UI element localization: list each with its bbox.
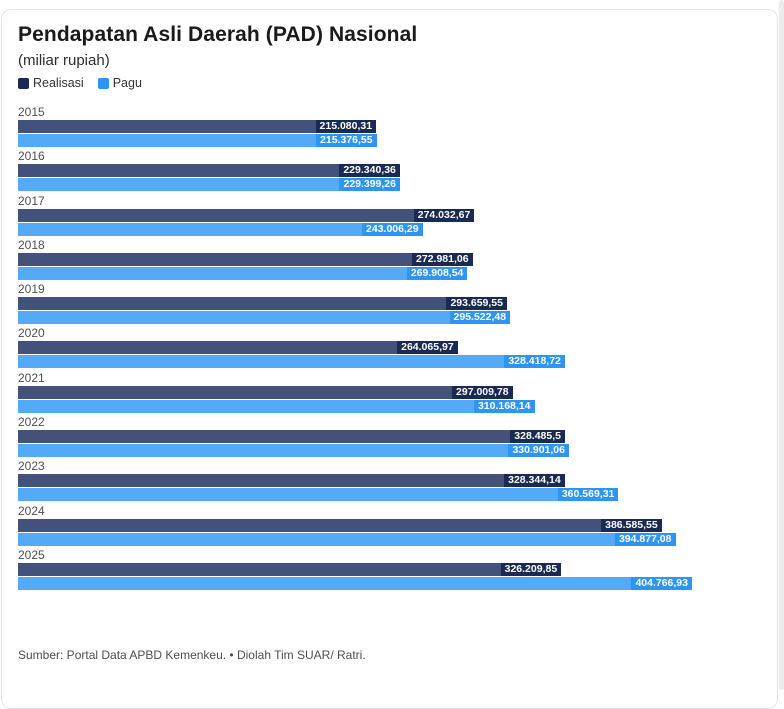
year-label: 2016	[18, 149, 45, 164]
year-group-2024: 2024 386.585,55 394.877,08	[18, 505, 692, 546]
year-label: 2018	[18, 237, 45, 252]
year-label: 2024	[18, 503, 45, 518]
legend-swatch-realisasi-icon	[18, 77, 29, 89]
bar-pagu-2024[interactable]: 394.877,08	[18, 532, 676, 546]
bar-pagu-2020[interactable]: 328.418,72	[18, 355, 565, 369]
bar-realisasi-2021[interactable]: 297.009,78	[18, 385, 513, 399]
bar-value-label: 394.877,08	[614, 532, 676, 546]
year-label: 2025	[18, 547, 45, 562]
chart-legend: Realisasi Pagu	[18, 76, 142, 90]
bar-value-label: 295.522,48	[449, 311, 511, 325]
chart-title: Pendapatan Asli Daerah (PAD) Nasional	[18, 23, 418, 46]
year-group-2018: 2018 272.981,06 269.908,54	[18, 239, 692, 280]
bar-realisasi-2017[interactable]: 274.032,67	[18, 208, 475, 222]
bar-value-label: 328.485,5	[510, 430, 565, 444]
year-group-2015: 2015 215.080,31 215.376,55	[18, 106, 692, 147]
year-group-2019: 2019 293.659,55 295.522,48	[18, 282, 692, 325]
year-group-2017: 2017 274.032,67 243.006,29	[18, 195, 692, 236]
chart-card: Pendapatan Asli Daerah (PAD) Nasional (m…	[1, 9, 778, 709]
year-label: 2023	[18, 459, 45, 474]
bar-realisasi-2025[interactable]: 326.209,85	[18, 562, 562, 576]
bar-value-label: 229.399,26	[339, 178, 400, 192]
bar-value-label: 293.659,55	[446, 297, 507, 311]
year-group-2020: 2020 264.065,97 328.418,72	[18, 326, 692, 369]
bar-realisasi-2023[interactable]: 328.344,14	[18, 474, 565, 488]
chart-subtitle: (miliar rupiah)	[18, 52, 110, 69]
year-group-2023: 2023 328.344,14 360.569,31	[18, 459, 692, 502]
bar-realisasi-2022[interactable]: 328.485,5	[18, 430, 565, 444]
bar-pagu-2021[interactable]: 310.168,14	[18, 399, 535, 413]
bar-realisasi-2019[interactable]: 293.659,55	[18, 297, 507, 311]
bar-pagu-2015[interactable]: 215.376,55	[18, 134, 377, 147]
year-label: 2020	[18, 326, 45, 341]
year-label: 2019	[18, 282, 45, 297]
bar-value-label: 310.168,14	[473, 399, 535, 413]
year-label: 2015	[18, 105, 45, 119]
bar-value-label: 272.981,06	[412, 252, 473, 266]
bar-value-label: 326.209,85	[500, 562, 562, 576]
legend-label-pagu: Pagu	[112, 76, 142, 90]
page-scrollbar[interactable]	[779, 0, 784, 690]
legend-label-realisasi: Realisasi	[33, 76, 84, 90]
year-label: 2022	[18, 415, 45, 430]
bar-value-label: 274.032,67	[413, 208, 475, 222]
legend-swatch-pagu-icon	[97, 77, 109, 89]
bar-pagu-2025[interactable]: 404.766,93	[18, 576, 692, 590]
source-note: Sumber: Portal Data APBD Kemenkeu. • Dio…	[18, 648, 366, 662]
bar-pagu-2017[interactable]: 243.006,29	[18, 222, 423, 236]
bar-value-label: 386.585,55	[601, 518, 662, 532]
bar-value-label: 404.766,93	[631, 576, 692, 590]
bar-realisasi-2024[interactable]: 386.585,55	[18, 518, 662, 532]
bar-pagu-2019[interactable]: 295.522,48	[18, 311, 511, 325]
bar-pagu-2018[interactable]: 269.908,54	[18, 266, 468, 280]
bar-value-label: 243.006,29	[362, 222, 423, 236]
bar-value-label: 330.901,06	[508, 444, 569, 458]
bar-value-label: 215.376,55	[316, 134, 377, 147]
bar-realisasi-2015[interactable]: 215.080,31	[18, 120, 377, 133]
bar-value-label: 328.418,72	[504, 355, 565, 369]
year-group-2025: 2025 326.209,85 404.766,93	[18, 549, 692, 590]
bar-value-label: 297.009,78	[452, 385, 513, 399]
bar-value-label: 264.065,97	[397, 341, 458, 355]
bar-pagu-2022[interactable]: 330.901,06	[18, 444, 569, 458]
bar-chart: 2015 215.080,31 215.376,55 2016 229.340,36 22…	[18, 106, 692, 593]
legend-item-realisasi: Realisasi	[18, 76, 84, 90]
bar-realisasi-2020[interactable]: 264.065,97	[18, 341, 458, 355]
year-group-2016: 2016 229.340,36 229.399,26	[18, 149, 692, 192]
bar-pagu-2016[interactable]: 229.399,26	[18, 178, 400, 192]
legend-item-pagu: Pagu	[97, 76, 142, 90]
bar-value-label: 229.340,36	[339, 164, 400, 178]
year-label: 2017	[18, 193, 45, 208]
year-group-2022: 2022 328.485,5 330.901,06	[18, 415, 692, 458]
bar-pagu-2023[interactable]: 360.569,31	[18, 488, 619, 502]
bar-value-label: 269.908,54	[406, 266, 468, 280]
year-label: 2021	[18, 370, 45, 385]
year-group-2021: 2021 297.009,78 310.168,14	[18, 372, 692, 413]
bar-realisasi-2016[interactable]: 229.340,36	[18, 164, 400, 178]
bar-value-label: 360.569,31	[557, 488, 619, 502]
bar-realisasi-2018[interactable]: 272.981,06	[18, 252, 473, 266]
bar-value-label: 215.080,31	[315, 120, 377, 133]
bar-value-label: 328.344,14	[504, 474, 565, 488]
